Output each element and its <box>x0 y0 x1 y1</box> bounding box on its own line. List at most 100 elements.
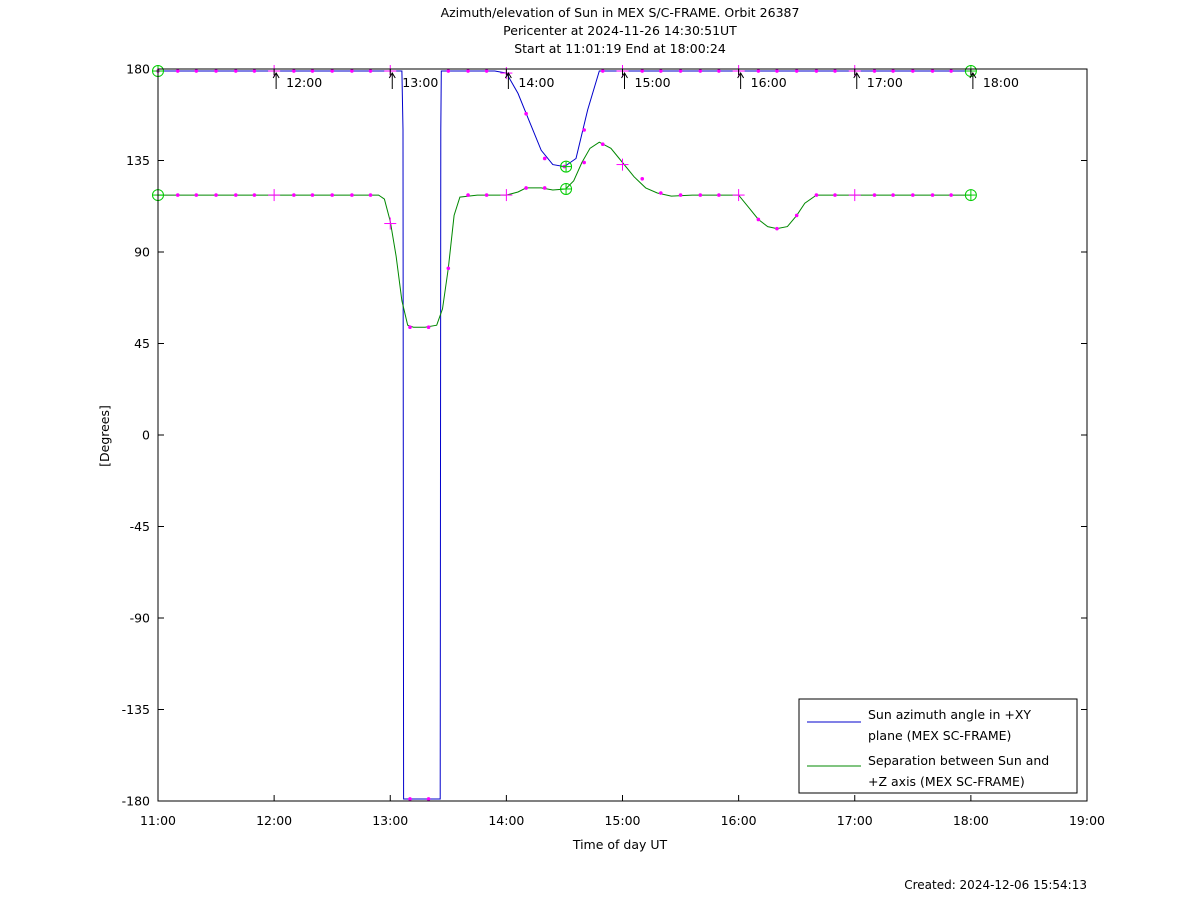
sample-dot <box>678 193 683 197</box>
y-tick-label: -90 <box>130 611 150 626</box>
y-tick-label: 180 <box>126 62 150 77</box>
hour-plus-marker <box>268 189 281 202</box>
sample-dot <box>214 193 218 197</box>
plot-frame <box>157 68 1088 802</box>
legend-label-separation-1: Separation between Sun and <box>868 753 1049 768</box>
sample-dot <box>368 69 373 73</box>
legend-label-separation-2: +Z axis (MEX SC-FRAME) <box>868 774 1025 789</box>
sample-dot <box>794 213 799 218</box>
sample-dot <box>949 193 953 197</box>
sample-dot <box>794 69 799 73</box>
y-tick-label: 90 <box>134 245 150 260</box>
hour-annotation: 15:00 <box>621 72 671 90</box>
series-line-azimuth <box>158 70 971 800</box>
hour-annotation-label: 16:00 <box>751 75 787 90</box>
y-tick-label: 0 <box>142 428 150 443</box>
y-tick-label: -135 <box>122 702 150 717</box>
sample-dot <box>930 69 935 73</box>
sample-dot <box>350 69 354 73</box>
sample-dot <box>756 69 761 73</box>
sample-dot <box>659 69 663 73</box>
legend-label-azimuth-2: plane (MEX SC-FRAME) <box>868 728 1011 743</box>
y-tick-label: 135 <box>126 153 150 168</box>
sample-dot <box>175 193 180 197</box>
sample-dot <box>542 156 547 161</box>
sample-dot <box>234 193 238 197</box>
hour-annotation-label: 17:00 <box>867 75 903 90</box>
hour-plus-marker <box>616 158 629 171</box>
sample-dot <box>600 69 605 73</box>
x-tick-label: 11:00 <box>140 813 176 828</box>
y-tick-label: -180 <box>122 794 150 809</box>
hour-annotation: 18:00 <box>969 72 1019 90</box>
sample-dot <box>678 69 683 73</box>
sample-dot <box>446 266 451 271</box>
sample-dot <box>194 69 199 73</box>
sample-dot <box>949 69 953 73</box>
sample-dot <box>872 193 877 197</box>
hour-annotation: 14:00 <box>504 72 554 90</box>
sample-dot <box>330 193 334 197</box>
hour-plus-marker <box>732 189 745 202</box>
event-circle-marker <box>964 189 977 202</box>
x-tick-label: 16:00 <box>721 813 757 828</box>
sample-dot <box>659 191 663 195</box>
sample-dot <box>310 69 315 73</box>
sample-dot <box>252 193 257 197</box>
sample-dot <box>350 193 354 197</box>
hour-annotation: 17:00 <box>853 72 903 90</box>
sample-dot <box>408 325 412 330</box>
x-tick-label: 13:00 <box>372 813 408 828</box>
sample-dot <box>175 69 180 73</box>
sample-dot <box>775 69 779 73</box>
sample-dot <box>814 69 819 73</box>
sample-dot <box>640 177 645 181</box>
sample-dot <box>582 160 586 165</box>
sample-dot <box>234 69 238 73</box>
hour-plus-marker <box>500 189 513 202</box>
sample-dot <box>194 193 199 197</box>
legend-label-azimuth-1: Sun azimuth angle in +XY <box>868 707 1031 722</box>
chart-title: Azimuth/elevation of Sun in MEX S/C-FRAM… <box>441 5 800 56</box>
sample-dot <box>891 69 895 73</box>
sample-dot <box>775 226 779 231</box>
sample-dot <box>330 69 334 73</box>
x-tick-label: 19:00 <box>1069 813 1105 828</box>
hour-plus-marker <box>848 189 861 202</box>
x-tick-label: 18:00 <box>953 813 989 828</box>
x-tick-label: 14:00 <box>488 813 524 828</box>
sample-dot <box>698 69 703 73</box>
sample-dot <box>717 69 721 73</box>
hour-annotations: 12:00 13:00 14:00 15:00 16:00 17:00 18:00 <box>272 72 1019 90</box>
sample-dot <box>872 69 877 73</box>
x-tick-label: 15:00 <box>604 813 640 828</box>
sample-dot <box>426 325 431 330</box>
y-axis: 180 135 90 45 0 -45 -90 -135 -180 <box>122 62 1087 809</box>
title-line-3: Start at 11:01:19 End at 18:00:24 <box>514 41 726 56</box>
sample-dot <box>833 69 837 73</box>
x-tick-label: 17:00 <box>837 813 873 828</box>
title-line-2: Pericenter at 2024-11-26 14:30:51UT <box>503 23 737 38</box>
sample-dot <box>484 69 489 73</box>
hour-annotation-label: 18:00 <box>983 75 1019 90</box>
event-circle-marker <box>560 182 573 195</box>
x-axis: 11:00 12:00 13:00 14:00 15:00 16:00 17:00 18:00… <box>140 69 1105 828</box>
x-tick-label: 12:00 <box>256 813 292 828</box>
sample-dot <box>214 69 218 73</box>
hour-annotation: 12:00 <box>272 72 322 90</box>
sample-dot <box>524 186 528 190</box>
title-line-1: Azimuth/elevation of Sun in MEX S/C-FRAM… <box>441 5 800 20</box>
sample-dot <box>524 111 528 116</box>
sample-dot <box>408 797 412 801</box>
series-line-separation <box>158 141 971 328</box>
sample-dot <box>252 69 257 73</box>
sample-dot <box>833 193 837 197</box>
sample-dot <box>446 69 451 73</box>
sample-dot <box>756 217 761 222</box>
sample-dot <box>368 193 373 197</box>
legend: Sun azimuth angle in +XY plane (MEX SC-F… <box>798 698 1078 794</box>
hour-annotation-label: 12:00 <box>286 75 322 90</box>
hour-annotation-label: 14:00 <box>518 75 554 90</box>
sample-dot <box>717 193 721 197</box>
